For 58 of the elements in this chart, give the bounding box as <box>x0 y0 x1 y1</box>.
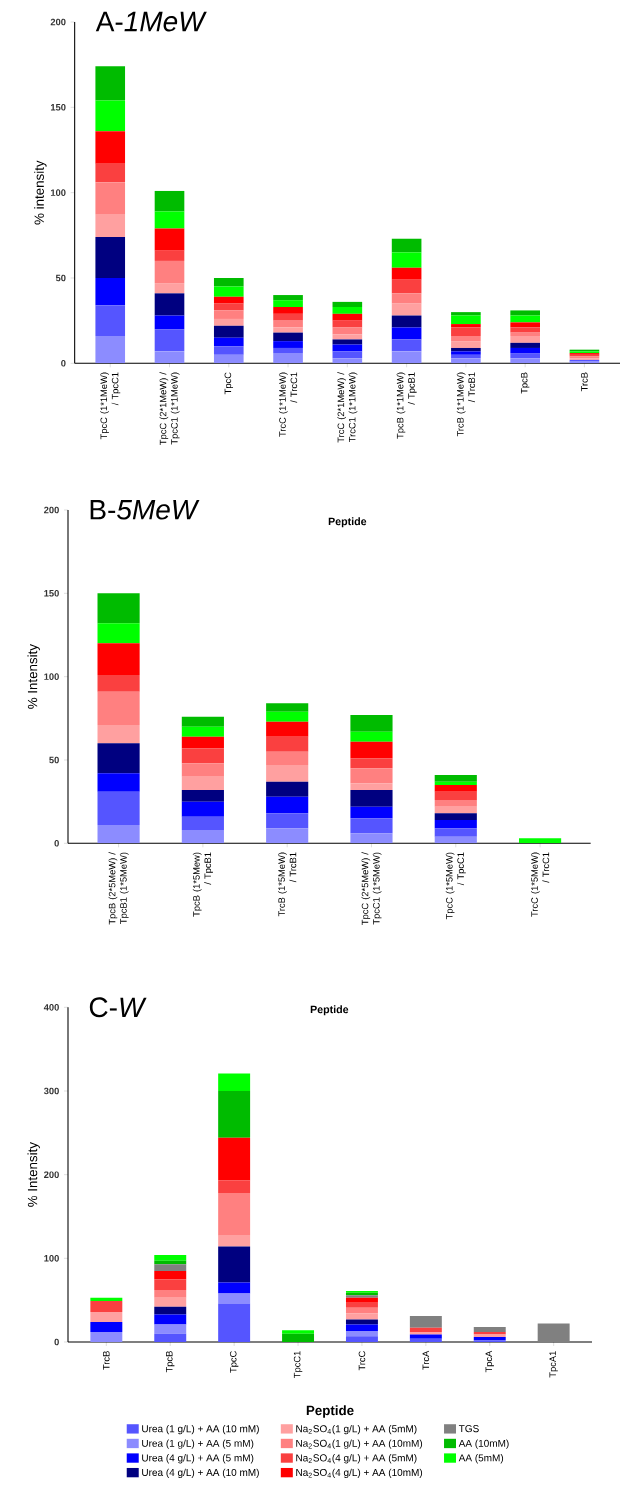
x-tick-label: TrcC (1*5MeW) / TrcC1 <box>531 852 550 917</box>
y-tick-label: 50 <box>55 274 66 282</box>
legend-label: TGS <box>458 1425 479 1433</box>
y-tick-label: 100 <box>44 673 59 680</box>
x-tick-label: TpcB <box>166 1351 175 1373</box>
x-tick-label: TrcC (2*1MeW) / TrcC1 (1*1MeW) <box>337 372 358 443</box>
x-tick-label: TrcB <box>103 1351 110 1370</box>
x-tick-label: TpcB (1*1MeW) / TpcB1 <box>396 372 417 439</box>
y-tick-label: 50 <box>49 756 59 764</box>
y-axis-title: % Intensity <box>27 644 40 709</box>
x-tick-label: TpcC (1*5MeW) / TpcC1 <box>445 852 466 920</box>
y-tick-label: 150 <box>44 590 59 597</box>
y-tick-label: 200 <box>50 18 66 26</box>
legend-label: Na$_{2}$SO$_{4}$(4 g/L) + AA (10mM) <box>296 1468 423 1478</box>
x-tick-label: TrcB (1*1MeW) / TrcB1 <box>456 372 475 437</box>
legend-label: Urea (1 g/L) + AA (5 mM) <box>142 1439 254 1449</box>
legend-label: Urea (1 g/L) + AA (10 mM) <box>142 1424 259 1435</box>
x-tick-label: TrcB (1*5MeW) / TrcB1 <box>278 852 297 917</box>
y-tick-label: 100 <box>44 1255 59 1262</box>
y-tick-label: 300 <box>43 1087 59 1095</box>
x-axis-title: Peptide <box>328 517 367 528</box>
x-tick-label: TpcC (1*1MeW) / TpcC1 <box>100 372 121 440</box>
legend-label: AA (5mM) <box>458 1454 504 1464</box>
legend-label: Na$_{2}$SO$_{4}$(4 g/L) + AA (5mM) <box>296 1454 417 1464</box>
y-tick-label: 400 <box>43 1004 59 1011</box>
x-axis-title: Peptide <box>306 1405 354 1418</box>
x-tick-label: TpcC1 <box>293 1351 303 1378</box>
y-axis-title: % Intensity <box>27 1142 40 1207</box>
chart-title: C-W <box>89 997 147 1018</box>
chart-title: A-1MeW <box>95 11 207 32</box>
x-tick-label: TpcC (2*5MeW) / TpcC1 (1*5MeW) <box>361 852 382 925</box>
legend-label: Na$_{2}$SO$_{4}$(1 g/L) + AA (10mM) <box>296 1439 423 1449</box>
legend-label: Urea (4 g/L) + AA (5 mM) <box>142 1454 254 1464</box>
x-tick-label: TpcB <box>520 372 530 394</box>
x-tick-label: TpcB (2*5MeW) / TpcB1 (1*5MeW) <box>108 852 129 925</box>
x-tick-label: TrcC <box>358 1351 366 1371</box>
x-tick-label: TpcB (1*5Mew) / TpcB1 <box>192 852 213 917</box>
x-tick-label: TpcC <box>229 1351 239 1373</box>
y-tick-label: 0 <box>61 360 66 367</box>
x-tick-label: TrcB <box>581 372 588 392</box>
y-tick-label: 0 <box>54 840 59 847</box>
legend-label: Urea (4 g/L) + AA (10 mM) <box>142 1468 259 1478</box>
chart-title: B-5MeW <box>90 500 200 520</box>
x-tick-label: TpcC (2*1MeW) / TpcC1 (1*1MeW) <box>159 372 180 445</box>
y-axis-title: % intensity <box>34 160 47 225</box>
y-tick-label: 200 <box>44 506 59 514</box>
x-tick-label: TrcC (1*1MeW) / TrcC1 <box>278 372 298 437</box>
y-tick-label: 150 <box>50 104 66 111</box>
legend-label: AA (10mM) <box>458 1439 509 1449</box>
legend-label: Na$_{2}$SO$_{4}$(1 g/L) + AA (5mM) <box>296 1424 417 1435</box>
y-tick-label: 0 <box>54 1338 59 1346</box>
x-tick-label: TpcC <box>224 372 234 395</box>
y-tick-label: 200 <box>44 1171 59 1178</box>
x-tick-label: TrcA <box>422 1350 430 1370</box>
x-axis-title: Peptide <box>310 1005 349 1016</box>
x-tick-label: TpcA <box>485 1350 494 1373</box>
x-tick-label: TpcA1 <box>549 1351 558 1378</box>
y-tick-label: 100 <box>50 189 66 196</box>
